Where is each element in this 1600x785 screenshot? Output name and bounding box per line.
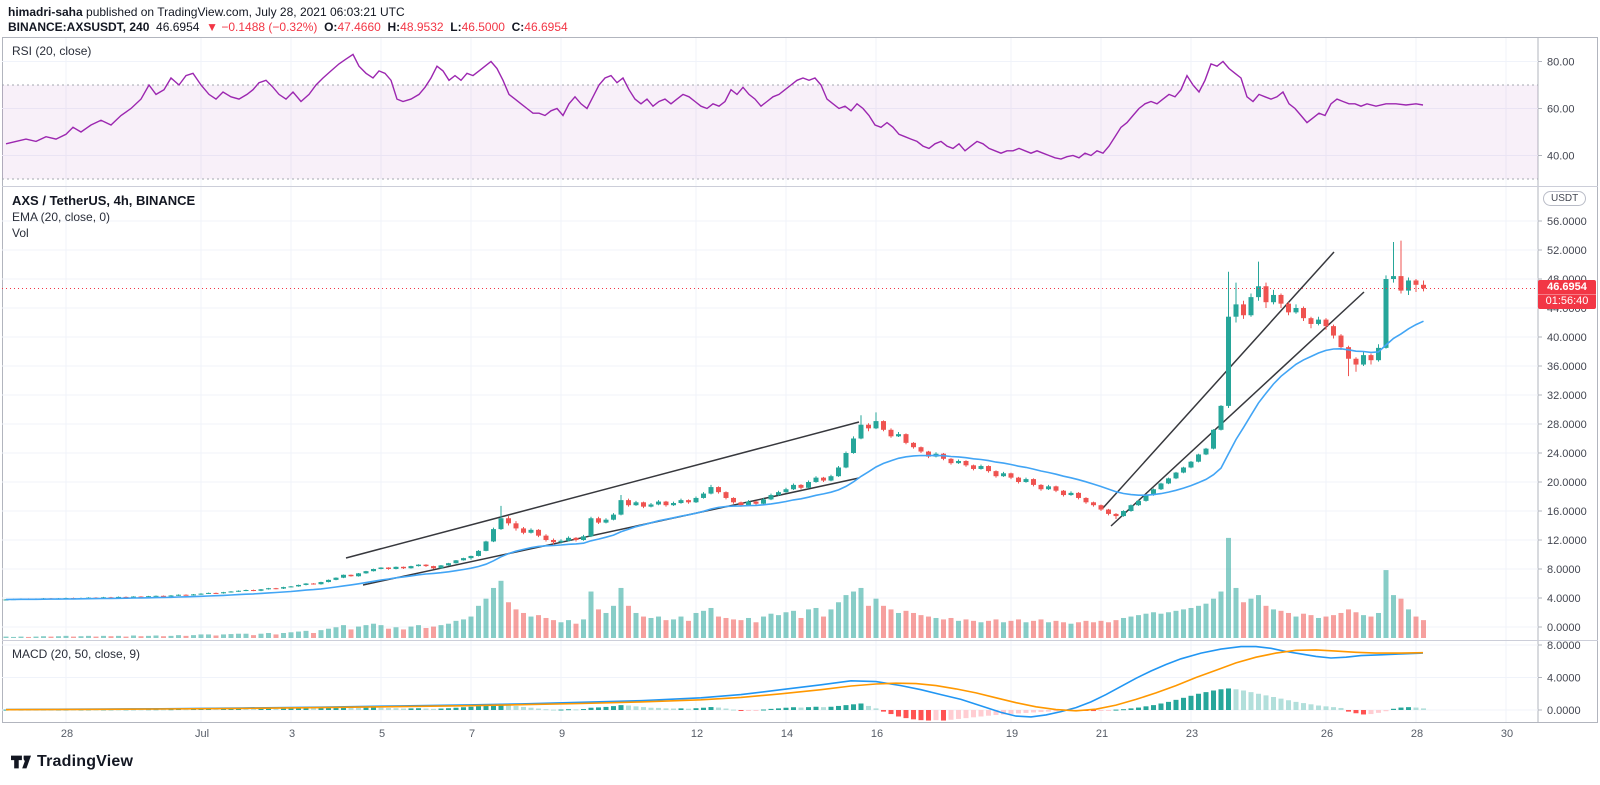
macd-axis-label: 4.0000 [1547, 673, 1581, 685]
macd-pane-title[interactable]: MACD (20, 50, close, 9) [12, 647, 141, 661]
high-label: H: [387, 20, 401, 34]
price-axis-label: 40.0000 [1547, 332, 1587, 344]
main-price-pane[interactable]: 56.000052.000048.000044.000040.000036.00… [2, 187, 1600, 640]
main-pane-title[interactable]: AXS / TetherUS, 4h, BINANCE [12, 193, 196, 208]
price-axis-label: 8.0000 [1547, 564, 1581, 576]
macd-axis-label: 0.0000 [1547, 705, 1581, 717]
pane-divider[interactable] [2, 186, 1598, 187]
macd-pane[interactable]: 8.0000 4.0000 0.0000 [2, 641, 1600, 722]
macd-axis-label: 8.0000 [1547, 641, 1581, 652]
symbol-label: BINANCE:AXSUSDT, 240 [8, 20, 150, 34]
rsi-pane-title[interactable]: RSI (20, close) [12, 44, 92, 58]
time-label: 23 [1185, 728, 1199, 740]
tradingview-logo[interactable]: TradingView [10, 752, 133, 772]
rsi-axis-label: 40.00 [1547, 151, 1575, 163]
time-label: 21 [1095, 728, 1109, 740]
time-label: 19 [1005, 728, 1019, 740]
high-value: 48.9532 [400, 20, 444, 34]
time-label: 26 [1320, 728, 1334, 740]
author-name: himadri-saha [8, 5, 83, 19]
price-change: −0.1488 (−0.32%) [221, 20, 318, 34]
price-axis-label: 28.0000 [1547, 419, 1587, 431]
rsi-pane[interactable]: 80.00 60.00 40.00 [2, 38, 1600, 186]
close-value: 46.6954 [524, 20, 568, 34]
open-label: O: [324, 20, 338, 34]
price-axis-label: 24.0000 [1547, 448, 1587, 460]
time-label: Jul [194, 728, 210, 740]
tradingview-logo-icon [11, 755, 31, 769]
rsi-line [5, 53, 1424, 160]
rsi-band [2, 85, 1538, 179]
rsi-axis-label: 60.00 [1547, 104, 1575, 116]
price-axis-label: 20.0000 [1547, 477, 1587, 489]
time-label: 16 [870, 728, 884, 740]
price-axis-label: 16.0000 [1547, 506, 1587, 518]
ema-line [5, 320, 1424, 601]
time-label: 28 [1410, 728, 1424, 740]
publish-text: published on TradingView.com, July 28, 2… [82, 5, 405, 19]
price-axis-label: 32.0000 [1547, 390, 1587, 402]
time-label: 12 [690, 728, 704, 740]
close-label: C: [511, 20, 525, 34]
time-label: 3 [288, 728, 296, 740]
trendline[interactable] [1110, 291, 1365, 527]
low-value: 46.5000 [461, 20, 505, 34]
trendline[interactable] [345, 421, 860, 559]
price-axis-label: 12.0000 [1547, 535, 1587, 547]
price-axis-label: 36.0000 [1547, 361, 1587, 373]
publish-info: himadri-saha published on TradingView.co… [8, 5, 405, 19]
time-label: 14 [780, 728, 794, 740]
ema-indicator-label[interactable]: EMA (20, close, 0) [12, 210, 111, 224]
candles [3, 240, 1426, 601]
volume-bars [3, 537, 1426, 638]
macd-histogram [3, 688, 1426, 721]
badge-price: 46.6954 [1547, 281, 1587, 293]
macd-signal-line [5, 649, 1424, 712]
trendline[interactable] [1102, 251, 1335, 509]
price-axis-label: 4.0000 [1547, 593, 1581, 605]
low-label: L: [450, 20, 462, 34]
price-axis-label: 56.0000 [1547, 216, 1587, 228]
tradingview-logo-text: TradingView [37, 753, 134, 770]
rsi-axis-label: 80.00 [1547, 57, 1575, 69]
time-axis[interactable]: 28 Jul 3 5 7 9 12 14 16 19 21 23 26 28 30 [2, 722, 1598, 747]
price-axis-label: 0.0000 [1547, 622, 1581, 634]
time-label: 30 [1500, 728, 1514, 740]
price-axis-label: 52.0000 [1547, 245, 1587, 257]
time-label: 7 [468, 728, 476, 740]
down-arrow-icon: ▼ [206, 20, 218, 34]
time-label: 28 [60, 728, 74, 740]
footer: TradingView [0, 746, 1600, 785]
trendline[interactable] [362, 477, 860, 586]
pane-divider[interactable] [2, 640, 1598, 641]
last-price: 46.6954 [156, 20, 200, 34]
currency-toggle-button[interactable]: USDT [1543, 191, 1587, 206]
symbol-info-row: BINANCE:AXSUSDT, 240 46.6954 ▼ −0.1488 (… [8, 20, 568, 34]
badge-countdown: 01:56:40 [1538, 294, 1596, 308]
open-value: 47.4660 [337, 20, 381, 34]
last-price-badge: 46.6954 01:56:40 [1538, 280, 1596, 309]
volume-indicator-label[interactable]: Vol [12, 226, 29, 240]
time-label: 5 [378, 728, 386, 740]
macd-line [5, 645, 1424, 718]
time-label: 9 [558, 728, 566, 740]
